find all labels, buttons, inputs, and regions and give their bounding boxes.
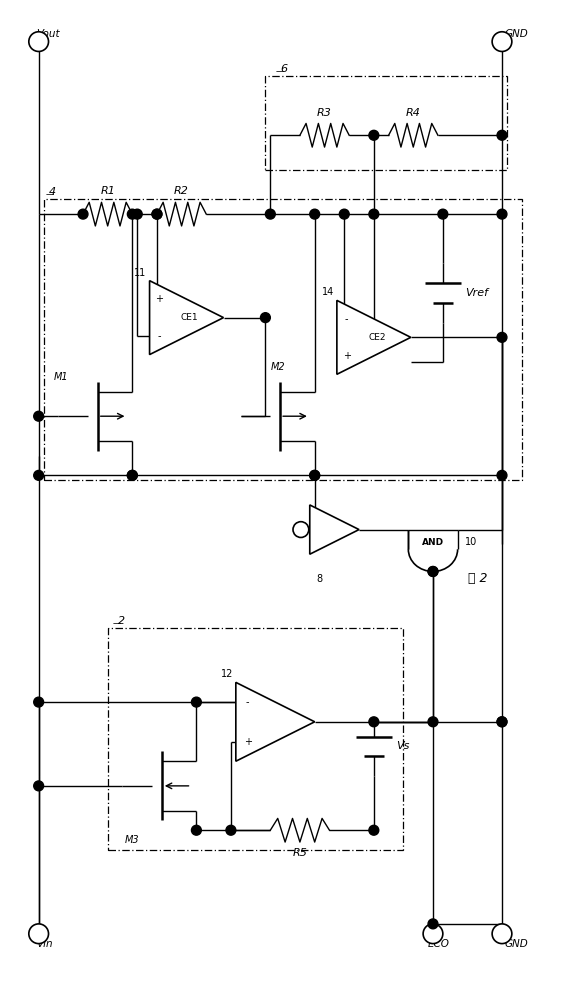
Text: CE2: CE2 xyxy=(368,333,386,342)
Text: R4: R4 xyxy=(406,108,421,118)
Circle shape xyxy=(152,209,162,219)
Text: R2: R2 xyxy=(174,186,189,196)
Text: R5: R5 xyxy=(292,848,307,858)
Circle shape xyxy=(428,919,438,929)
Text: Vref: Vref xyxy=(465,288,489,298)
Text: M3: M3 xyxy=(125,835,139,845)
Text: Vs: Vs xyxy=(397,741,410,751)
Circle shape xyxy=(127,470,137,480)
Circle shape xyxy=(34,411,43,421)
Text: GND: GND xyxy=(505,29,529,39)
Text: AND: AND xyxy=(422,538,444,547)
Circle shape xyxy=(369,209,379,219)
Text: +: + xyxy=(343,351,351,361)
Text: Vout: Vout xyxy=(36,29,59,39)
Circle shape xyxy=(132,209,142,219)
Polygon shape xyxy=(236,682,315,761)
Circle shape xyxy=(492,32,512,51)
Text: 2: 2 xyxy=(118,616,125,626)
Circle shape xyxy=(34,697,43,707)
Circle shape xyxy=(34,470,43,480)
Text: —: — xyxy=(113,619,121,628)
Text: 12: 12 xyxy=(220,669,233,679)
Circle shape xyxy=(428,717,438,727)
Circle shape xyxy=(29,32,49,51)
Text: -: - xyxy=(158,331,161,341)
Circle shape xyxy=(192,697,202,707)
Circle shape xyxy=(310,209,319,219)
Text: 4: 4 xyxy=(49,187,56,197)
Circle shape xyxy=(497,717,507,727)
Circle shape xyxy=(78,209,88,219)
Text: Vin: Vin xyxy=(36,939,52,949)
Circle shape xyxy=(428,567,438,576)
Text: R1: R1 xyxy=(100,186,115,196)
Circle shape xyxy=(369,825,379,835)
Text: ECO: ECO xyxy=(428,939,450,949)
Circle shape xyxy=(369,717,379,727)
Circle shape xyxy=(310,470,319,480)
Circle shape xyxy=(152,209,162,219)
Text: CE1: CE1 xyxy=(180,313,198,322)
Circle shape xyxy=(310,470,319,480)
Text: M2: M2 xyxy=(270,362,285,372)
Circle shape xyxy=(127,470,137,480)
Text: -: - xyxy=(345,314,349,324)
Circle shape xyxy=(293,522,309,537)
Circle shape xyxy=(497,470,507,480)
Text: -: - xyxy=(246,697,250,707)
Circle shape xyxy=(497,332,507,342)
Text: +: + xyxy=(244,737,251,747)
Text: M1: M1 xyxy=(53,372,68,382)
Circle shape xyxy=(497,717,507,727)
Circle shape xyxy=(265,209,275,219)
Text: —: — xyxy=(275,67,284,76)
Circle shape xyxy=(260,313,270,323)
Circle shape xyxy=(423,924,443,944)
Text: R3: R3 xyxy=(317,108,332,118)
Circle shape xyxy=(438,209,448,219)
Text: GND: GND xyxy=(505,939,529,949)
Polygon shape xyxy=(149,281,223,355)
Circle shape xyxy=(369,130,379,140)
Circle shape xyxy=(29,924,49,944)
Text: 6: 6 xyxy=(280,64,287,74)
Circle shape xyxy=(428,567,438,576)
Circle shape xyxy=(127,209,137,219)
Circle shape xyxy=(339,209,349,219)
Circle shape xyxy=(497,209,507,219)
Text: 10: 10 xyxy=(465,537,477,547)
Text: 14: 14 xyxy=(322,287,334,297)
Text: —: — xyxy=(46,190,54,199)
Text: 11: 11 xyxy=(134,268,146,278)
Text: 8: 8 xyxy=(316,574,323,584)
Text: +: + xyxy=(155,294,163,304)
Text: 图 2: 图 2 xyxy=(468,572,487,585)
Circle shape xyxy=(192,825,202,835)
Polygon shape xyxy=(310,505,359,554)
Circle shape xyxy=(34,781,43,791)
Circle shape xyxy=(492,924,512,944)
Circle shape xyxy=(226,825,236,835)
Polygon shape xyxy=(337,300,411,374)
Circle shape xyxy=(497,130,507,140)
